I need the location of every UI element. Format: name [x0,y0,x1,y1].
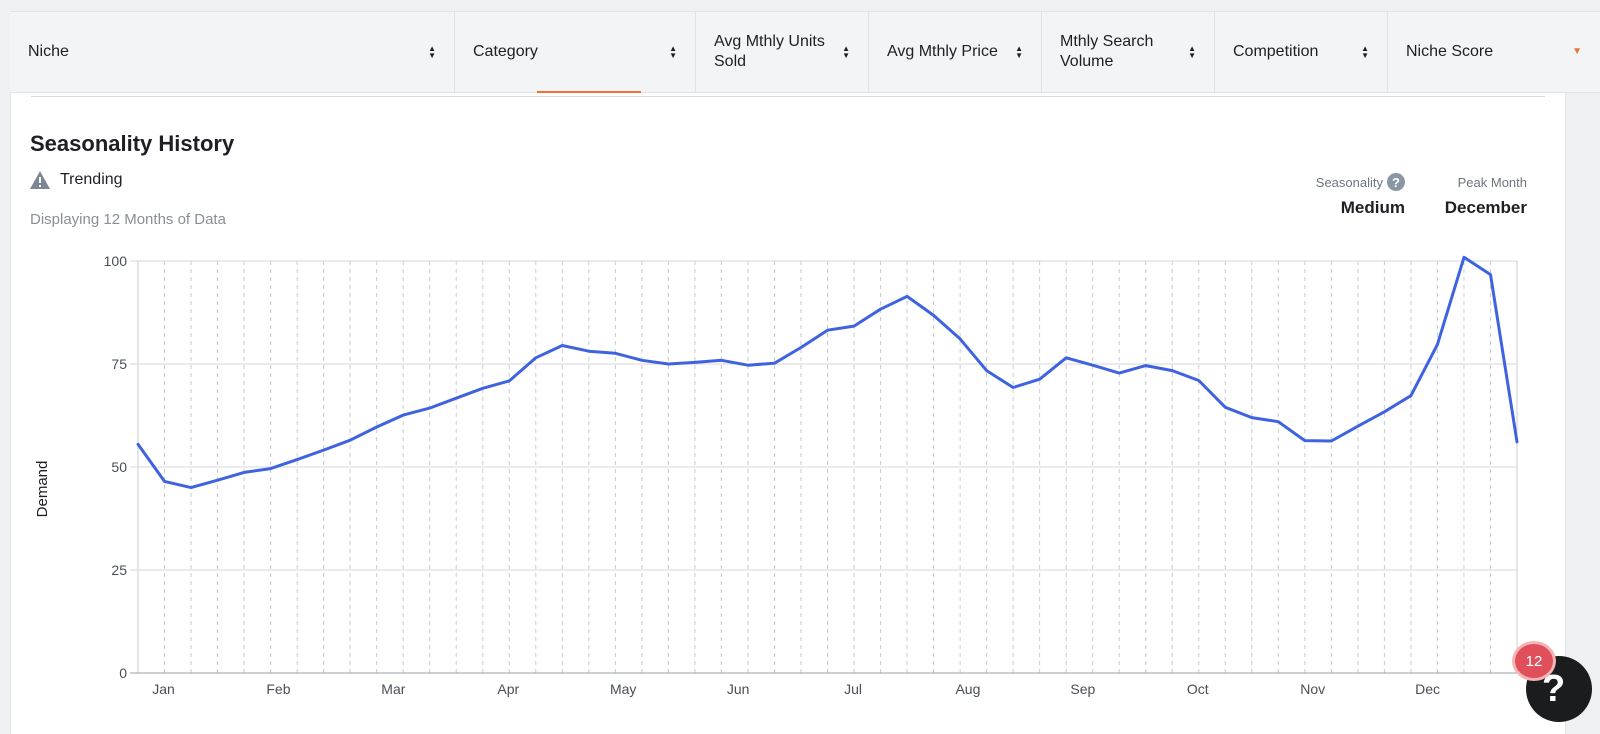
column-header-niche[interactable]: Niche ▲ ▼ [10,12,455,92]
column-scroll-indicator [537,91,641,94]
trending-indicator: Trending [29,170,123,190]
y-tick-label: 75 [111,356,127,372]
column-header-avg-mthly-units-sold[interactable]: Avg Mthly Units Sold ▲ ▼ [696,12,869,92]
table-header: Niche ▲ ▼ Category ▲ ▼ Avg Mthly Units Sol… [10,11,1600,94]
x-tick-label: Jul [844,681,862,697]
x-tick-label: Oct [1187,681,1209,697]
x-tick-label: Dec [1415,681,1440,697]
sort-icon[interactable]: ▲ ▼ [428,44,436,60]
column-header-label: Mthly Search Volume [1060,33,1154,70]
column-header-label: Avg Mthly Price [887,43,998,60]
seasonality-label: Seasonality [1315,174,1383,190]
column-header-competition[interactable]: Competition ▲ ▼ [1215,12,1388,92]
sort-icon[interactable]: ▲ ▼ [1188,44,1196,60]
question-icon: ? [1542,667,1566,710]
column-header-label: Niche [28,43,69,60]
x-tick-label: Apr [497,681,519,697]
seasonality-stat: Seasonality ? Medium [1316,172,1405,218]
y-axis-label: Demand [34,461,51,518]
column-header-mthly-search-volume[interactable]: Mthly Search Volume ▲ ▼ [1042,12,1215,92]
sort-icon[interactable]: ▲ ▼ [842,44,850,60]
y-tick-label: 50 [111,459,127,475]
y-tick-label: 0 [119,665,127,681]
x-tick-label: Feb [266,681,290,697]
column-header-avg-mthly-price[interactable]: Avg Mthly Price ▲ ▼ [869,12,1042,92]
x-tick-label: Jan [152,681,175,697]
x-tick-label: Mar [381,681,405,697]
column-header-label: Avg Mthly Units Sold [714,33,825,70]
divider [31,96,1545,97]
section-title: Seasonality History [30,131,235,156]
trending-label: Trending [60,171,123,188]
column-header-label: Niche Score [1406,43,1494,60]
seasonality-value: Medium [1340,198,1405,217]
y-tick-label: 100 [104,253,128,269]
sort-icon[interactable]: ▲ ▼ [1015,44,1023,60]
peak-month-stat: Peak Month December [1445,172,1527,218]
sort-icon[interactable]: ▲ ▼ [1361,44,1369,60]
notification-badge[interactable]: 12 [1512,641,1556,681]
seasonality-chart: 0 25 50 75 100 Jan Feb Mar Apr May Jun Jul Aug Sep Oc… [34,253,1519,697]
peak-month-value: December [1444,198,1527,217]
help-icon[interactable]: ? [1387,173,1405,191]
data-range-note: Displaying 12 Months of Data [30,211,226,228]
x-tick-label: Sep [1070,681,1095,697]
x-tick-label: Jun [727,681,750,697]
column-header-label: Category [473,43,538,60]
column-header-category[interactable]: Category ▲ ▼ [455,12,696,94]
seasonality-panel: Seasonality History Trending Displaying … [10,93,1566,734]
y-tick-label: 25 [111,562,127,578]
peak-month-label: Peak Month [1457,174,1527,190]
column-header-label: Competition [1233,43,1319,60]
column-header-niche-score[interactable]: Niche Score ▼ [1388,12,1600,92]
x-tick-label: Nov [1300,681,1325,697]
warning-icon [30,171,50,189]
sort-desc-icon[interactable]: ▼ [1572,46,1582,57]
sort-icon[interactable]: ▲ ▼ [669,44,677,60]
x-tick-label: Aug [955,681,980,697]
demand-series-line [136,255,1519,490]
x-tick-label: May [610,681,636,697]
